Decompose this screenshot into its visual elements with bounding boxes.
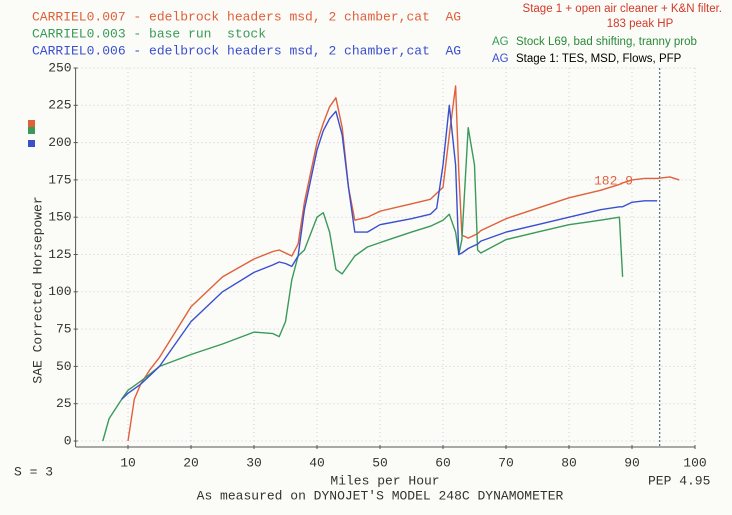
y-tick-label: 125 <box>48 247 71 262</box>
x-axis-label: Miles per Hour <box>330 473 439 488</box>
x-tick-label: 60 <box>435 455 451 470</box>
legend-swatch <box>28 120 35 127</box>
y-tick-label: 250 <box>48 60 71 75</box>
y-tick-label: 75 <box>56 322 72 337</box>
note: Stock L69, bad shifting, tranny prob <box>516 36 697 48</box>
legend-swatch <box>28 127 35 134</box>
note: AG <box>492 36 509 48</box>
y-tick-label: 175 <box>48 172 71 187</box>
series-line <box>102 127 624 442</box>
y-axis-label: SAE Corrected Horsepower <box>30 196 45 383</box>
legend-entry: CARRIEL0.003 - base run stock <box>32 26 266 41</box>
note: 183 peak HP <box>607 18 674 30</box>
peak-annotation: 182.9 <box>594 173 633 188</box>
note: Stage 1: TES, MSD, Flows, PFP <box>516 53 682 65</box>
note: AG <box>492 53 509 65</box>
x-tick-label: 90 <box>624 455 640 470</box>
x-tick-label: 80 <box>561 455 577 470</box>
x-tick-label: 10 <box>120 455 136 470</box>
series-line <box>121 104 658 400</box>
version: PEP 4.95 <box>648 473 710 488</box>
legend-entry: CARRIEL0.006 - edelbrock headers msd, 2 … <box>32 43 461 58</box>
y-tick-label: 50 <box>56 359 72 374</box>
y-tick-label: 200 <box>48 135 71 150</box>
smoothing: S = 3 <box>14 464 53 479</box>
y-tick-label: 225 <box>48 98 71 113</box>
footer: As measured on DYNOJET'S MODEL 248C DYNA… <box>197 488 564 503</box>
y-tick-label: 100 <box>48 284 71 299</box>
y-tick-label: 0 <box>64 433 72 448</box>
y-tick-label: 25 <box>56 396 72 411</box>
legend-entry: CARRIEL0.007 - edelbrock headers msd, 2 … <box>32 9 461 24</box>
note: Stage 1 + open air cleaner + K&N filter. <box>523 3 722 15</box>
legend-swatch <box>28 140 35 147</box>
x-tick-label: 70 <box>498 455 514 470</box>
x-tick-label: 100 <box>683 455 706 470</box>
x-tick-label: 40 <box>309 455 325 470</box>
x-tick-label: 50 <box>372 455 388 470</box>
x-tick-label: 30 <box>246 455 262 470</box>
x-tick-label: 20 <box>183 455 199 470</box>
series-line <box>127 85 680 442</box>
y-tick-label: 150 <box>48 210 71 225</box>
